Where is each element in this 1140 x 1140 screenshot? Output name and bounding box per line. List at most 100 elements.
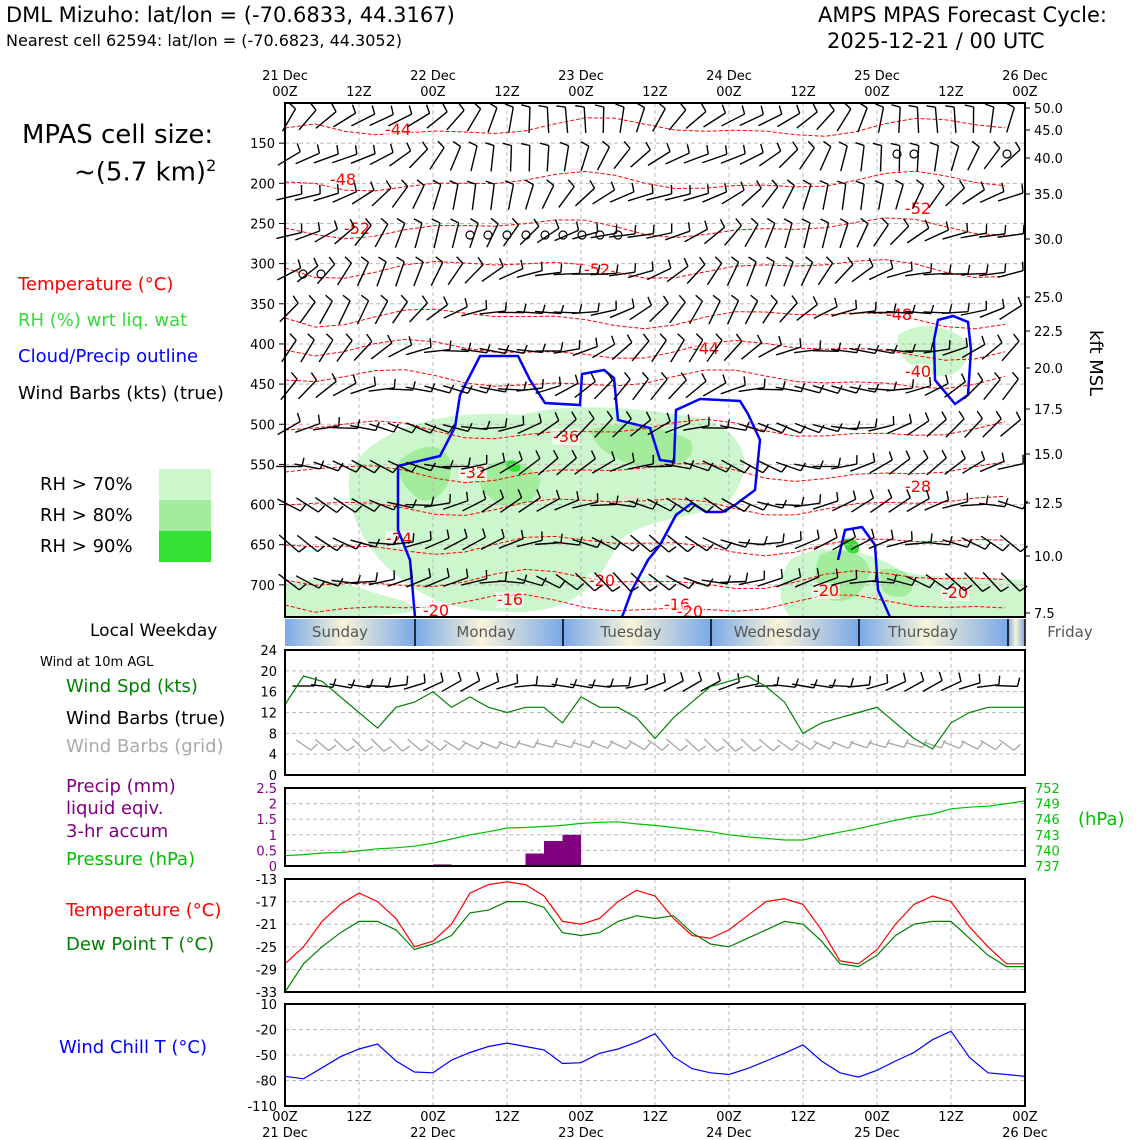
barb-9-18 bbox=[609, 452, 635, 473]
barb-12-36 bbox=[944, 572, 973, 592]
rh-swatch-1 bbox=[159, 500, 211, 531]
barb-5-9 bbox=[443, 297, 468, 319]
barb-7-27-staff bbox=[775, 386, 802, 393]
barb-10-30-staff bbox=[832, 498, 856, 512]
sfc-barb-grid-4-flag bbox=[365, 745, 374, 752]
barb-0-1-flag bbox=[309, 102, 317, 111]
sfc-barb-true-18-flag bbox=[628, 676, 632, 686]
barb-10-17 bbox=[590, 495, 619, 507]
sfc-barb-true-8-flag bbox=[440, 672, 444, 682]
barb-12-12-flag bbox=[523, 574, 528, 584]
barb-11-21-staff bbox=[666, 534, 689, 553]
barb-0-20-staff bbox=[652, 108, 666, 132]
sfc-barb-grid-34-staff bbox=[905, 741, 923, 749]
barb-5-34-staff bbox=[904, 310, 932, 315]
barb-1-11-staff bbox=[490, 145, 495, 172]
barb-2-31-staff bbox=[860, 184, 865, 210]
barb-1-22 bbox=[683, 145, 709, 164]
barb-0-4-staff bbox=[351, 113, 375, 127]
barb-3-36-staff bbox=[942, 231, 968, 240]
barb-5-2-staff bbox=[319, 300, 333, 325]
barb-12-18 bbox=[612, 572, 639, 593]
barb-10-13-flag bbox=[536, 489, 541, 499]
barb-11-19 bbox=[630, 534, 658, 553]
barb-12-26-flag bbox=[780, 568, 784, 579]
barb-7-1-flag bbox=[310, 372, 318, 381]
barb-11-28-flag bbox=[816, 529, 820, 539]
barb-5-15-flag bbox=[578, 304, 583, 314]
barb-1-19-flag bbox=[645, 141, 651, 151]
temperature-contour-7 bbox=[284, 418, 1006, 440]
wind-panel-ytick-4: 16 bbox=[260, 686, 277, 701]
barb-2-34-flag bbox=[915, 179, 924, 186]
contour-label-bg-3 bbox=[904, 201, 932, 217]
barb-11-9-staff bbox=[443, 536, 468, 551]
barb-8-36-staff bbox=[945, 418, 965, 438]
barb-4-32-staff bbox=[868, 267, 894, 281]
barb-4-2-flag bbox=[328, 256, 336, 265]
barb-0-5 bbox=[369, 105, 394, 127]
barb-4-19-staff bbox=[627, 269, 654, 279]
barb-1-12-staff bbox=[509, 145, 513, 172]
barb-12-19-flag bbox=[649, 585, 658, 592]
barb-7-11 bbox=[479, 383, 510, 393]
barb-12-37 bbox=[963, 572, 991, 592]
sfc-barb-true-20 bbox=[644, 673, 666, 691]
barb-10-6-flag bbox=[412, 499, 418, 509]
barb-9-22-flag bbox=[707, 462, 714, 471]
bottom-hour-label-0: 00Z bbox=[272, 1110, 298, 1125]
barb-8-37-flag bbox=[976, 410, 983, 419]
sfc-barb-true-7-staff bbox=[403, 682, 426, 690]
barb-8-27-staff bbox=[776, 422, 801, 434]
barb-5-5-flag bbox=[380, 294, 389, 302]
barb-7-39-staff bbox=[1002, 378, 1019, 401]
barb-5-39-staff bbox=[999, 304, 1022, 321]
barb-8-11-staff bbox=[479, 426, 506, 430]
sfc-barb-grid-5-staff bbox=[370, 738, 385, 752]
sfc-barb-grid-8-staff bbox=[425, 739, 441, 751]
barb-8-0-staff bbox=[277, 420, 301, 436]
barb-9-37 bbox=[962, 450, 986, 474]
barb-7-30 bbox=[831, 384, 862, 394]
barb-4-6-flag bbox=[396, 256, 405, 263]
barb-6-16 bbox=[572, 337, 598, 357]
barb-0-5-staff bbox=[369, 113, 394, 127]
sfc-barb-true-28-flag bbox=[813, 679, 818, 689]
barb-3-7-flag bbox=[413, 218, 423, 224]
sfc-barb-true-39-staff bbox=[995, 684, 1018, 688]
barb-6-35 bbox=[923, 340, 951, 354]
barb-7-23 bbox=[702, 374, 727, 397]
barb-0-23 bbox=[703, 104, 727, 128]
barb-7-32-flag bbox=[893, 381, 898, 391]
barb-0-29 bbox=[816, 102, 835, 131]
bottom-hour-label-3: 12Z bbox=[494, 1110, 520, 1125]
barb-1-28-flag bbox=[807, 140, 815, 149]
barb-9-25-flag bbox=[762, 465, 770, 474]
contour-label-bg-1 bbox=[329, 172, 357, 188]
sfc-barb-grid-15-staff bbox=[553, 741, 572, 749]
barb-2-21-staff bbox=[664, 193, 691, 201]
barb-5-16 bbox=[571, 302, 600, 315]
barb-5-5 bbox=[374, 294, 389, 325]
barb-6-26-staff bbox=[758, 344, 782, 358]
barb-4-23-flag bbox=[714, 256, 723, 264]
barb-12-6-flag bbox=[410, 568, 414, 578]
barb-11-13-staff bbox=[516, 539, 543, 548]
barb-1-28-staff bbox=[799, 147, 815, 170]
barb-6-31 bbox=[849, 344, 880, 355]
barb-4-34-staff bbox=[905, 271, 931, 277]
temperature-contour-6 bbox=[284, 369, 1006, 390]
barb-9-17-staff bbox=[591, 459, 616, 474]
barb-3-29-staff bbox=[821, 222, 830, 249]
barb-3-26-flag bbox=[766, 217, 776, 224]
barb-4-23 bbox=[706, 256, 723, 286]
barb-4-20-flag bbox=[667, 259, 672, 269]
barb-2-39-flag bbox=[1021, 184, 1024, 194]
sfc-barb-grid-19-flag bbox=[643, 742, 651, 751]
barb-12-21 bbox=[665, 575, 696, 589]
barb-1-9-staff bbox=[449, 146, 462, 171]
barb-3-35 bbox=[924, 221, 950, 242]
barb-12-35-flag bbox=[946, 582, 955, 590]
sfc-barb-grid-12-flag bbox=[514, 739, 521, 749]
